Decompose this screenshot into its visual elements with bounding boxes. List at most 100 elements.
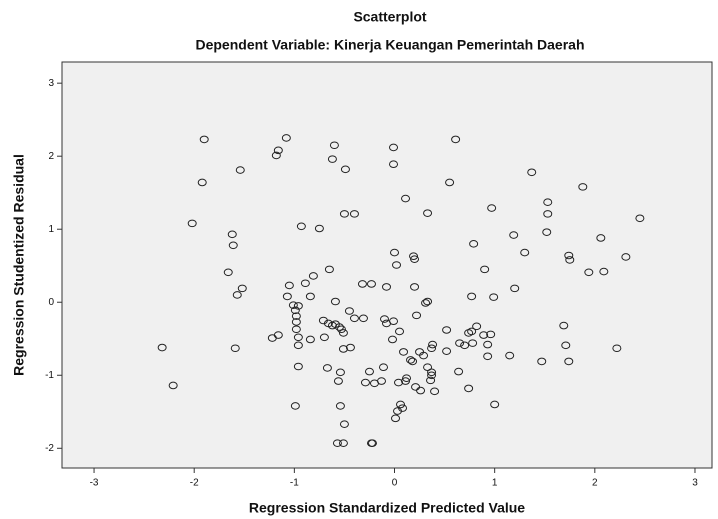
point <box>464 329 474 337</box>
point <box>559 321 569 330</box>
point <box>489 293 499 301</box>
point <box>308 272 318 280</box>
point <box>442 347 452 355</box>
point <box>360 378 370 387</box>
chart-subtitle: Dependent Variable: Kinerja Keuangan Pem… <box>195 37 584 53</box>
point <box>336 325 346 334</box>
point <box>334 323 344 331</box>
point <box>366 280 376 288</box>
point <box>339 420 349 428</box>
point <box>271 151 281 160</box>
point <box>358 314 368 323</box>
point <box>338 345 348 353</box>
point <box>537 357 547 366</box>
point <box>401 377 411 385</box>
point <box>340 165 350 174</box>
point <box>332 439 342 447</box>
point <box>329 141 339 150</box>
point <box>305 335 315 344</box>
point <box>510 284 520 293</box>
x-tick-label: 0 <box>392 478 398 489</box>
point <box>293 333 303 342</box>
y-tick-label: 3 <box>48 78 54 89</box>
point <box>282 292 292 301</box>
point <box>305 292 315 301</box>
point <box>578 183 588 191</box>
point <box>565 256 575 264</box>
point <box>281 134 291 142</box>
point <box>199 135 209 144</box>
point <box>395 327 405 336</box>
point <box>410 255 420 263</box>
point <box>290 306 300 315</box>
x-tick-label: 3 <box>692 478 698 489</box>
point <box>427 371 437 380</box>
point <box>416 386 426 395</box>
point <box>333 377 343 385</box>
point <box>430 387 440 396</box>
point <box>460 341 470 350</box>
point <box>168 381 178 390</box>
point <box>564 251 574 260</box>
point <box>483 352 493 361</box>
point <box>314 224 324 233</box>
point <box>599 267 609 276</box>
point <box>564 357 574 366</box>
point <box>409 252 419 261</box>
point <box>596 234 606 242</box>
point <box>223 268 233 277</box>
point <box>467 292 477 301</box>
point <box>319 333 329 342</box>
point <box>349 210 359 218</box>
point <box>487 204 497 212</box>
y-axis-label: Regression Studentized Residual <box>11 154 27 376</box>
point <box>157 343 167 352</box>
point <box>378 363 388 372</box>
point <box>357 280 367 288</box>
point <box>412 311 422 320</box>
point <box>291 318 301 326</box>
point <box>273 146 283 155</box>
point <box>479 331 489 339</box>
point <box>338 329 348 337</box>
point <box>391 414 401 423</box>
x-tick-label: -2 <box>190 478 199 489</box>
point <box>445 178 455 187</box>
point <box>237 284 247 293</box>
point <box>423 363 433 372</box>
x-tick-label: 1 <box>492 478 498 489</box>
point <box>490 400 500 409</box>
point <box>288 301 298 309</box>
point <box>410 283 420 291</box>
point <box>423 297 433 306</box>
point <box>399 348 409 356</box>
point <box>392 261 402 269</box>
point <box>291 325 301 334</box>
point <box>483 340 493 349</box>
point <box>509 231 519 239</box>
point <box>543 210 553 218</box>
point <box>389 317 399 326</box>
point <box>394 378 404 387</box>
point <box>427 368 437 377</box>
point <box>415 348 425 356</box>
point <box>451 135 461 144</box>
point <box>389 160 399 169</box>
point <box>232 291 242 299</box>
point <box>366 439 376 447</box>
point <box>335 368 345 377</box>
point <box>401 194 411 203</box>
point <box>197 178 207 187</box>
y-tick-label: -2 <box>45 443 54 454</box>
point <box>330 297 340 306</box>
point <box>335 402 345 410</box>
y-tick-label: -1 <box>45 370 54 381</box>
point <box>349 314 359 323</box>
point <box>561 341 571 350</box>
x-tick-label: -1 <box>290 478 299 489</box>
point <box>542 228 552 236</box>
point <box>293 341 303 350</box>
point <box>527 168 537 177</box>
point <box>228 241 238 250</box>
